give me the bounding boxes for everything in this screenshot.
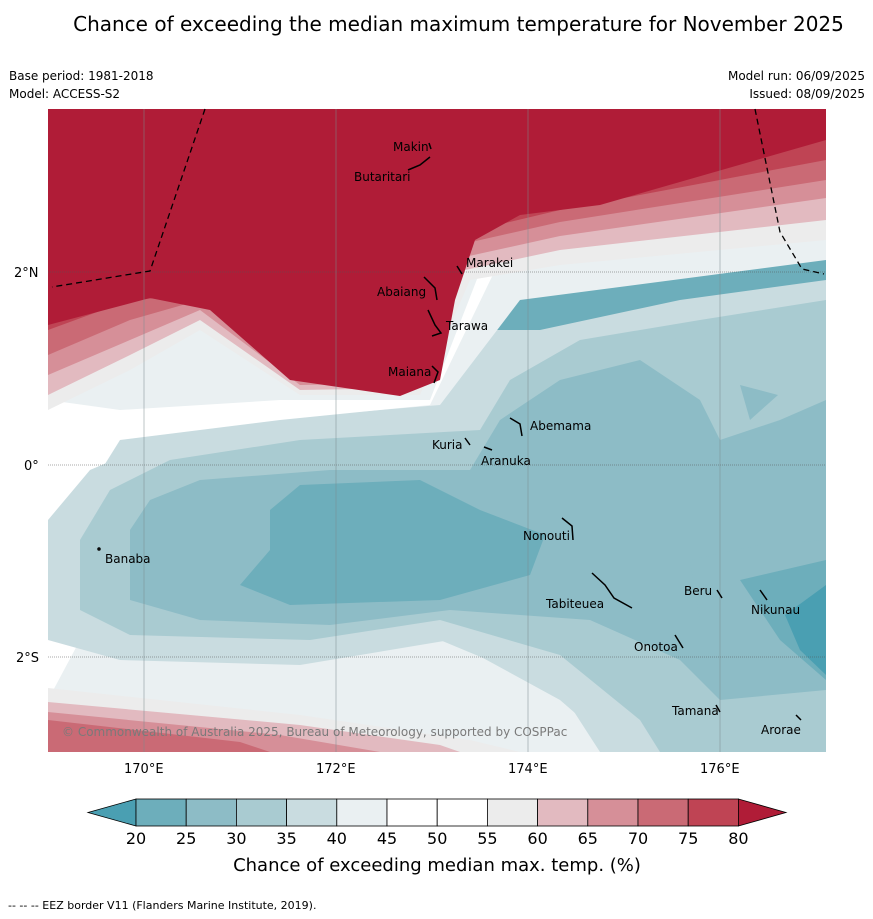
place-tabiteuea: Tabiteuea	[545, 597, 604, 611]
colorbar-tick-label: 25	[176, 829, 196, 848]
colorbar-tick-label: 65	[578, 829, 598, 848]
place-beru: Beru	[684, 584, 712, 598]
colorbar-swatch	[537, 798, 589, 827]
lon-label-172: 172°E	[316, 762, 356, 777]
colorbar-swatch	[235, 798, 287, 827]
colorbar: 20 25 30 35 40 45 50 55 60 65 70 75 80	[86, 798, 788, 848]
place-arorae: Arorae	[761, 723, 801, 737]
colorbar-swatch	[687, 798, 739, 827]
eez-border	[51, 108, 825, 288]
colorbar-tick-label: 45	[377, 829, 397, 848]
colorbar-tick-label: 30	[226, 829, 246, 848]
base-period: Base period: 1981-2018	[9, 69, 154, 83]
colorbar-extend-high	[738, 798, 788, 827]
meta-right: Model run: 06/09/2025 Issued: 08/09/2025	[728, 67, 865, 103]
colorbar-swatch	[286, 798, 338, 827]
lon-label-174: 174°E	[508, 762, 548, 777]
place-butaritari: Butaritari	[354, 170, 411, 184]
lat-label-2n: 2°N	[14, 266, 39, 281]
meta-left: Base period: 1981-2018 Model: ACCESS-S2	[9, 67, 154, 103]
place-kuria: Kuria	[432, 438, 463, 452]
eez-footer-note: -- -- -- EEZ border V11 (Flanders Marine…	[8, 899, 317, 912]
colorbar-extend-low	[86, 798, 137, 827]
colorbar-tick-label: 50	[427, 829, 447, 848]
place-makin: Makin	[393, 140, 429, 154]
place-nikunau: Nikunau	[751, 603, 800, 617]
place-marakei: Marakei	[466, 256, 513, 270]
colorbar-swatch	[486, 798, 538, 827]
colorbar-tick-label: 70	[628, 829, 648, 848]
place-aranuka: Aranuka	[481, 454, 531, 468]
place-nonouti: Nonouti	[523, 529, 570, 543]
model-run: Model run: 06/09/2025	[727, 69, 865, 83]
copyright-notice: © Commonwealth of Australia 2025, Bureau…	[62, 725, 567, 739]
place-maiana: Maiana	[388, 365, 431, 379]
lat-label-2s: 2°S	[16, 651, 39, 666]
map-title: Chance of exceeding the median maximum t…	[73, 12, 844, 36]
contour-fill	[48, 109, 826, 752]
colorbar-swatch	[637, 798, 689, 827]
place-tamana: Tamana	[671, 704, 719, 718]
colorbar-swatch	[185, 798, 237, 827]
colorbar-swatch	[436, 798, 488, 827]
colorbar-tick-label: 80	[728, 829, 748, 848]
place-abemama: Abemama	[530, 419, 591, 433]
colorbar-tick-label: 55	[477, 829, 497, 848]
lon-label-170: 170°E	[124, 762, 164, 777]
graticule	[48, 109, 826, 752]
issued-date: Issued: 08/09/2025	[749, 87, 865, 101]
lon-label-176: 176°E	[700, 762, 740, 777]
place-labels: Makin Butaritari Marakei Abaiang Tarawa …	[105, 140, 801, 737]
colorbar-swatch	[386, 798, 438, 827]
colorbar-tick-label: 60	[527, 829, 547, 848]
place-onotoa: Onotoa	[634, 640, 678, 654]
colorbar-tick-label: 35	[276, 829, 296, 848]
colorbar-tick-label: 75	[678, 829, 698, 848]
islands	[97, 142, 802, 721]
place-tarawa: Tarawa	[445, 319, 488, 333]
place-banaba: Banaba	[105, 552, 151, 566]
colorbar-tick-label: 40	[327, 829, 347, 848]
place-abaiang: Abaiang	[377, 285, 426, 299]
colorbar-tick-label: 20	[126, 829, 146, 848]
axis-labels: 2°N 0° 2°S 170°E 172°E 174°E 176°E	[14, 266, 740, 777]
colorbar-swatch	[135, 798, 187, 827]
colorbar-title: Chance of exceeding median max. temp. (%…	[233, 855, 641, 876]
colorbar-swatch	[587, 798, 639, 827]
model-name: Model: ACCESS-S2	[9, 87, 121, 101]
lat-label-0: 0°	[24, 459, 39, 474]
colorbar-swatch	[336, 798, 388, 827]
